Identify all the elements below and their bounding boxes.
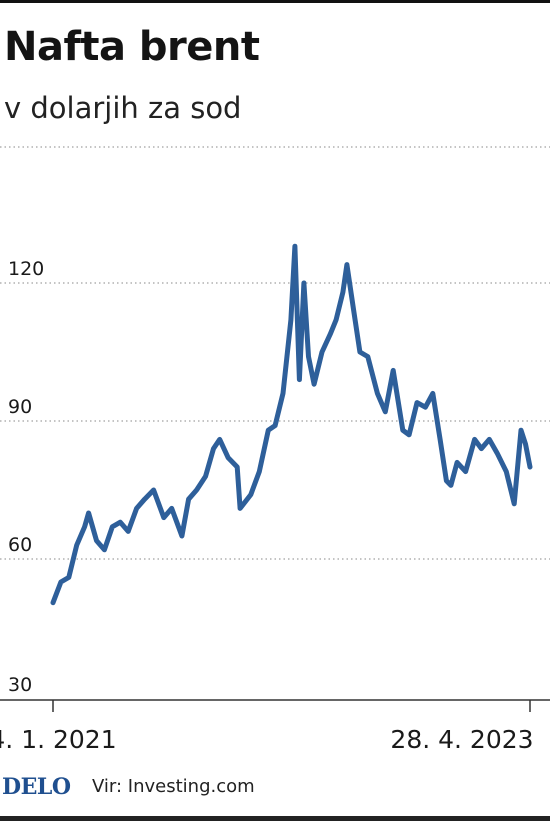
chart-footer: DELO Vir: Investing.com (0, 770, 550, 810)
delo-logo: DELO (2, 774, 71, 800)
source-note: Vir: Investing.com (92, 776, 255, 797)
top-rule (0, 0, 550, 3)
chart-subtitle: v dolarjih za sod (4, 91, 242, 125)
y-tick-label: 60 (8, 534, 32, 556)
brent-price-chart: 30 60 90 120 4. 1. 2021 28. 4. 2023 (0, 146, 550, 754)
brent-price-line (50, 243, 533, 606)
bottom-rule (0, 816, 550, 821)
y-tick-label: 90 (8, 396, 32, 418)
y-tick-label: 30 (8, 674, 32, 696)
y-tick-label: 120 (8, 258, 44, 280)
x-tick-label-end: 28. 4. 2023 (390, 725, 533, 754)
chart-title: Nafta brent (4, 24, 260, 70)
x-tick-label-start: 4. 1. 2021 (0, 725, 117, 754)
